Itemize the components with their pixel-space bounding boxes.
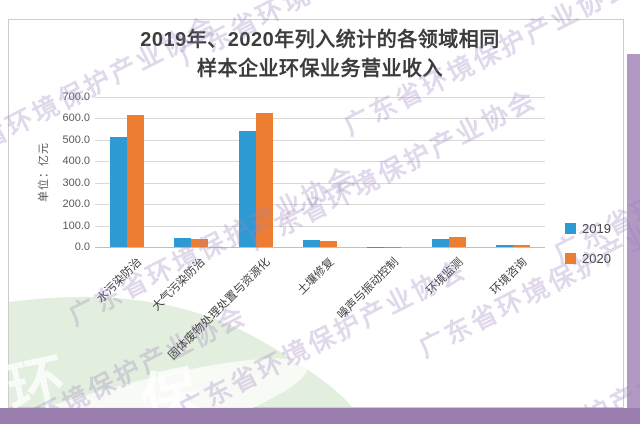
gridline-300 (95, 182, 545, 184)
y-tick-label-400: 400.0 (62, 155, 90, 168)
chart-title-line2: 样本企业环保业务营业收入 (197, 58, 443, 80)
chart-title: 2019年、2020年列入统计的各领域相同 样本企业环保业务营业收入 (70, 26, 570, 84)
legend-label-2019: 2019 (582, 221, 611, 236)
bar-2020-2 (255, 113, 273, 247)
gridline-0 (95, 247, 545, 248)
y-tick-label-600: 600.0 (62, 112, 90, 125)
bar-2019-2 (238, 131, 256, 247)
y-tick-label-500: 500.0 (62, 133, 90, 146)
bar-2020-5 (448, 237, 466, 247)
y-tick-label-300: 300.0 (62, 176, 90, 189)
chart-title-line1: 2019年、2020年列入统计的各领域相同 (140, 29, 500, 51)
legend-swatch-2020 (565, 253, 576, 264)
bar-2020-3 (320, 240, 337, 247)
bar-2019-5 (431, 238, 449, 247)
bar-2019-6 (495, 245, 513, 247)
bar-2020-0 (127, 115, 145, 247)
bar-2020-6 (512, 244, 530, 247)
y-tick-label-0: 0.0 (74, 241, 90, 253)
y-tick-label-100: 100.0 (62, 219, 90, 232)
legend-label-2020: 2020 (582, 251, 611, 266)
gridline-200 (95, 204, 545, 206)
bar-2019-3 (303, 240, 320, 247)
gridline-400 (95, 161, 545, 163)
bar-2020-1 (191, 238, 209, 247)
purple-right-bar (627, 54, 640, 408)
y-tick-label-700: 700.0 (62, 91, 90, 103)
gridline-700 (95, 97, 545, 98)
legend-swatch-2019 (565, 223, 576, 234)
gridline-100 (95, 225, 545, 227)
bar-2019-1 (174, 238, 192, 247)
y-tick-label-200: 200.0 (62, 198, 90, 211)
bar-2019-0 (110, 136, 128, 247)
gridline-600 (95, 118, 545, 120)
gridline-500 (95, 139, 545, 141)
